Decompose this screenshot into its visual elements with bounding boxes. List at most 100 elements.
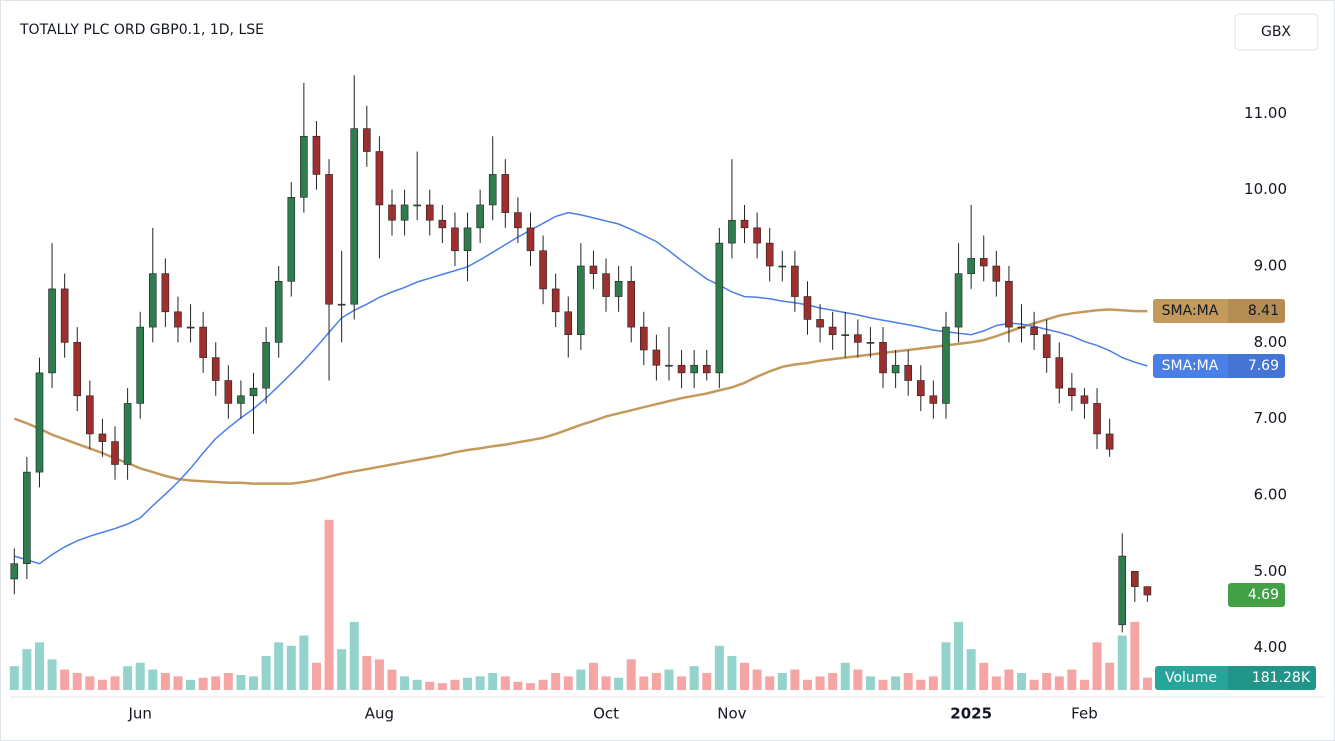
volume-bar <box>463 677 473 690</box>
volume-tag-value: 181.28K <box>1252 670 1311 686</box>
candle-body <box>589 265 598 274</box>
sma-line <box>13 308 1148 485</box>
candle-body <box>879 342 887 374</box>
volume-bar <box>1029 679 1039 690</box>
volume-bar <box>148 669 158 690</box>
sma-tag-name: SMA:MA <box>1162 303 1219 319</box>
currency-button[interactable] <box>1234 13 1319 51</box>
volume-bar <box>891 676 901 690</box>
candle-body <box>1042 334 1051 358</box>
candle-body <box>388 204 396 221</box>
candle-body <box>274 280 283 343</box>
volume-bar <box>588 662 598 690</box>
candle-body <box>337 303 346 306</box>
candle-body <box>954 273 963 328</box>
volume-bar <box>311 662 321 690</box>
x-tick-label: Nov <box>717 705 746 723</box>
candle-body <box>237 395 245 404</box>
candle-body <box>148 273 157 328</box>
volume-bar <box>727 655 737 690</box>
candle-body <box>300 135 308 198</box>
volume-bar <box>160 672 170 690</box>
volume-bar <box>1067 669 1077 690</box>
volume-bar <box>639 676 649 690</box>
candle-body <box>463 227 472 252</box>
candle-body <box>438 219 447 229</box>
y-tick-label: 5.00 <box>1254 562 1287 580</box>
candle-body <box>1118 555 1127 626</box>
currency-label[interactable]: GBX <box>1261 24 1291 40</box>
volume-tag-value-box <box>1228 666 1316 690</box>
volume-bar <box>954 621 964 690</box>
sma-tag-value: 8.41 <box>1248 303 1279 319</box>
sma-tag-value-box <box>1228 354 1285 379</box>
volume-bar <box>714 645 724 690</box>
volume-bar <box>1042 672 1052 690</box>
candle-body <box>740 219 749 229</box>
candle-body <box>803 296 812 320</box>
volume-bar <box>186 679 196 690</box>
volume-bar <box>475 676 485 690</box>
candle-body <box>765 242 774 267</box>
volume-bar <box>450 679 460 690</box>
volume-bar <box>374 659 384 690</box>
y-tick-label: 8.00 <box>1254 333 1287 351</box>
y-tick-label: 6.00 <box>1254 486 1287 504</box>
volume-bar <box>324 519 334 690</box>
volume-bar <box>941 642 951 690</box>
volume-bar <box>538 679 548 690</box>
candle-body <box>514 212 522 229</box>
volume-bar <box>740 662 750 690</box>
candle-body <box>325 174 333 305</box>
candle-body <box>1105 433 1114 450</box>
volume-bar <box>689 666 699 690</box>
volume-tag-name: Volume <box>1165 670 1217 686</box>
volume-bar <box>22 649 32 690</box>
candle-body <box>614 280 623 297</box>
sma-tag-box <box>1153 299 1285 324</box>
volume-bar <box>211 676 221 690</box>
volume-bar <box>85 676 95 690</box>
volume-bar <box>110 676 120 690</box>
candle-body <box>451 227 459 252</box>
volume-bar <box>1054 676 1064 690</box>
candle-body <box>86 395 94 435</box>
candle-body <box>564 311 573 336</box>
volume-bar <box>790 669 800 690</box>
volume-bar <box>60 669 70 690</box>
volume-bar <box>991 676 1001 690</box>
volume-bar <box>513 681 523 690</box>
candle-body <box>979 258 988 267</box>
price-tag-box <box>1228 583 1285 608</box>
volume-bar <box>9 666 19 690</box>
volume-bar <box>903 672 913 690</box>
x-tick-label: 2025 <box>950 705 992 723</box>
candle-body <box>1080 395 1089 404</box>
volume-bar <box>966 649 976 690</box>
candle-body <box>98 433 107 442</box>
candle-body <box>992 265 1001 282</box>
candle-body <box>916 380 925 397</box>
candle-body <box>904 364 912 381</box>
candle-body <box>1005 280 1013 328</box>
x-tick-label: Oct <box>593 705 619 723</box>
candle-body <box>652 349 661 366</box>
volume-bar <box>1117 635 1127 690</box>
candle-body <box>967 258 975 274</box>
candle-body <box>35 372 44 473</box>
volume-bar <box>123 666 133 690</box>
sma-tag-name: SMA:MA <box>1162 358 1219 374</box>
volume-bar <box>865 676 875 690</box>
candle-body <box>816 319 824 328</box>
volume-bar <box>97 679 107 690</box>
candle-body <box>539 250 547 290</box>
volume-bar <box>525 683 535 690</box>
volume-bar <box>651 672 661 690</box>
candle-body <box>161 273 170 313</box>
candle-body <box>488 174 497 206</box>
sma-tag-value: 7.69 <box>1248 358 1279 374</box>
volume-bar <box>878 679 888 690</box>
candle-body <box>715 242 724 374</box>
